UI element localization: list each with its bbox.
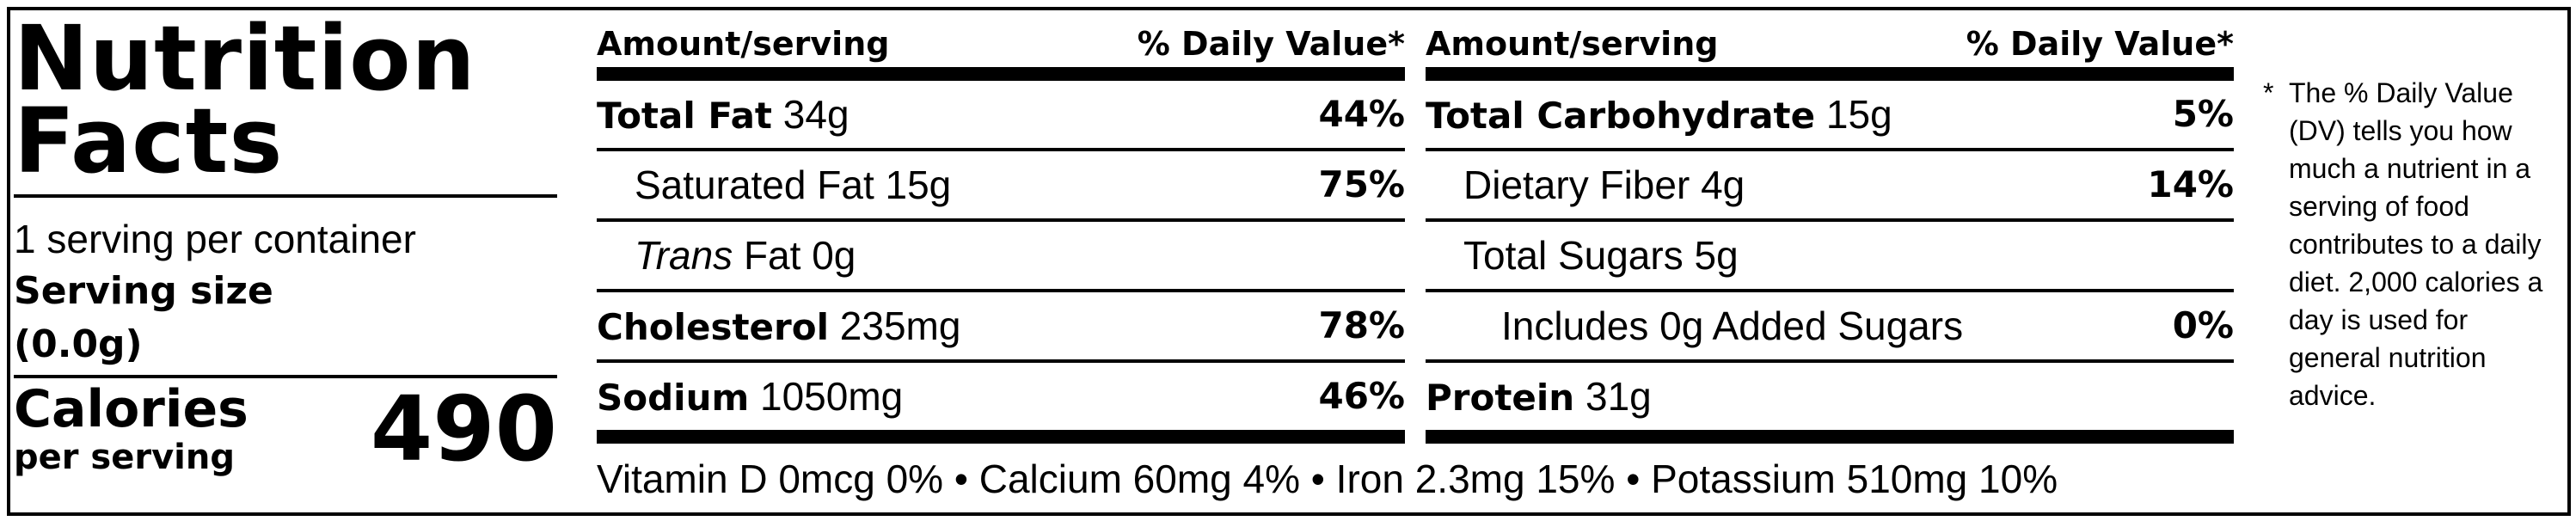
- daily-value-header: % Daily Value*: [1966, 25, 2234, 63]
- vitamins-minerals-line: Vitamin D 0mcg 0% • Calcium 60mg 4% • Ir…: [597, 457, 2058, 501]
- nutrient-column-2: Amount/serving % Daily Value* Total Carb…: [1426, 22, 2234, 444]
- thick-divider: [597, 430, 1405, 444]
- nutrient-name: Saturated Fat: [635, 162, 874, 207]
- label-title: Nutrition Facts: [14, 6, 557, 193]
- calories-value: 490: [370, 377, 557, 481]
- nutrient-name: Total Carbohydrate: [1426, 95, 1816, 137]
- nutrient-row-total-sugars: Total Sugars 5g: [1426, 222, 2234, 289]
- divider: [1426, 289, 2234, 292]
- nutrient-row-sodium: Sodium 1050mg 46%: [597, 363, 1405, 430]
- nutrient-amount: 34g: [782, 92, 849, 137]
- nutrient-amount: 5g: [1694, 233, 1739, 278]
- divider: [597, 218, 1405, 222]
- divider: [597, 359, 1405, 363]
- serving-size-label: Serving size: [14, 269, 273, 313]
- nutrient-name: Includes 0g Added Sugars: [1501, 303, 1964, 348]
- nutrient-row-dietary-fiber: Dietary Fiber 4g 14%: [1426, 151, 2234, 218]
- nutrient-dv: 0%: [2172, 304, 2234, 346]
- calories-row: Calories per serving 490: [14, 378, 557, 480]
- title-line-1: Nutrition: [14, 6, 476, 111]
- nutrient-row-protein: Protein 31g: [1426, 363, 2234, 430]
- nutrient-dv: 5%: [2172, 93, 2234, 135]
- amount-header: Amount/serving: [1426, 25, 1719, 63]
- nutrient-row-added-sugars: Includes 0g Added Sugars 0%: [1426, 292, 2234, 359]
- nutrient-dv: 14%: [2147, 163, 2234, 205]
- footnote-text: The % Daily Value (DV) tells you how muc…: [2289, 77, 2543, 411]
- nutrient-name: Fat: [743, 233, 801, 278]
- nutrient-row-trans-fat: Trans Fat 0g: [597, 222, 1405, 289]
- nutrient-row-total-fat: Total Fat 34g 44%: [597, 81, 1405, 148]
- footnote-asterisk: *: [2263, 77, 2274, 108]
- nutrient-row-saturated-fat: Saturated Fat 15g 75%: [597, 151, 1405, 218]
- nutrient-name: Total Fat: [597, 95, 773, 137]
- divider: [597, 289, 1405, 292]
- nutrient-amount: 0g: [812, 233, 856, 278]
- nutrient-name: Dietary Fiber: [1463, 162, 1690, 207]
- divider: [1426, 148, 2234, 151]
- nutrient-name: Total Sugars: [1463, 233, 1684, 278]
- thick-divider: [1426, 67, 2234, 81]
- calories-sub-label: per serving: [14, 438, 235, 477]
- nutrient-name: Protein: [1426, 377, 1575, 419]
- daily-value-footnote: * The % Daily Value (DV) tells you how m…: [2263, 74, 2555, 414]
- divider: [1426, 218, 2234, 222]
- calories-label: Calories: [14, 379, 248, 439]
- label-header-column: Nutrition Facts 1 serving per container …: [14, 6, 557, 480]
- nutrient-dv: 46%: [1318, 375, 1405, 417]
- nutrient-row-cholesterol: Cholesterol 235mg 78%: [597, 292, 1405, 359]
- nutrient-amount: 31g: [1585, 374, 1652, 419]
- nutrient-name: Sodium: [597, 377, 750, 419]
- nutrient-row-total-carbohydrate: Total Carbohydrate 15g 5%: [1426, 81, 2234, 148]
- nutrient-amount: 15g: [885, 162, 952, 207]
- nutrient-column-1: Amount/serving % Daily Value* Total Fat …: [597, 22, 1405, 444]
- title-line-2: Facts: [14, 89, 284, 193]
- nutrient-amount: 4g: [1701, 162, 1745, 207]
- divider: [14, 375, 557, 378]
- nutrient-dv: 44%: [1318, 93, 1405, 135]
- nutrient-name-italic: Trans: [635, 233, 733, 278]
- servings-per-container: 1 serving per container: [14, 217, 416, 261]
- nutrient-amount: 1050mg: [760, 374, 904, 419]
- nutrient-name: Cholesterol: [597, 306, 829, 348]
- divider: [597, 148, 1405, 151]
- serving-size-value: (0.0g): [14, 322, 143, 366]
- column-header: Amount/serving % Daily Value*: [597, 22, 1405, 67]
- nutrient-amount: 15g: [1825, 92, 1892, 137]
- amount-header: Amount/serving: [597, 25, 890, 63]
- nutrient-dv: 78%: [1318, 304, 1405, 346]
- nutrient-amount: 235mg: [839, 303, 961, 348]
- divider: [14, 194, 557, 198]
- daily-value-header: % Daily Value*: [1137, 25, 1405, 63]
- divider: [1426, 359, 2234, 363]
- nutrient-dv: 75%: [1318, 163, 1405, 205]
- thick-divider: [597, 67, 1405, 81]
- thick-divider: [1426, 430, 2234, 444]
- column-header: Amount/serving % Daily Value*: [1426, 22, 2234, 67]
